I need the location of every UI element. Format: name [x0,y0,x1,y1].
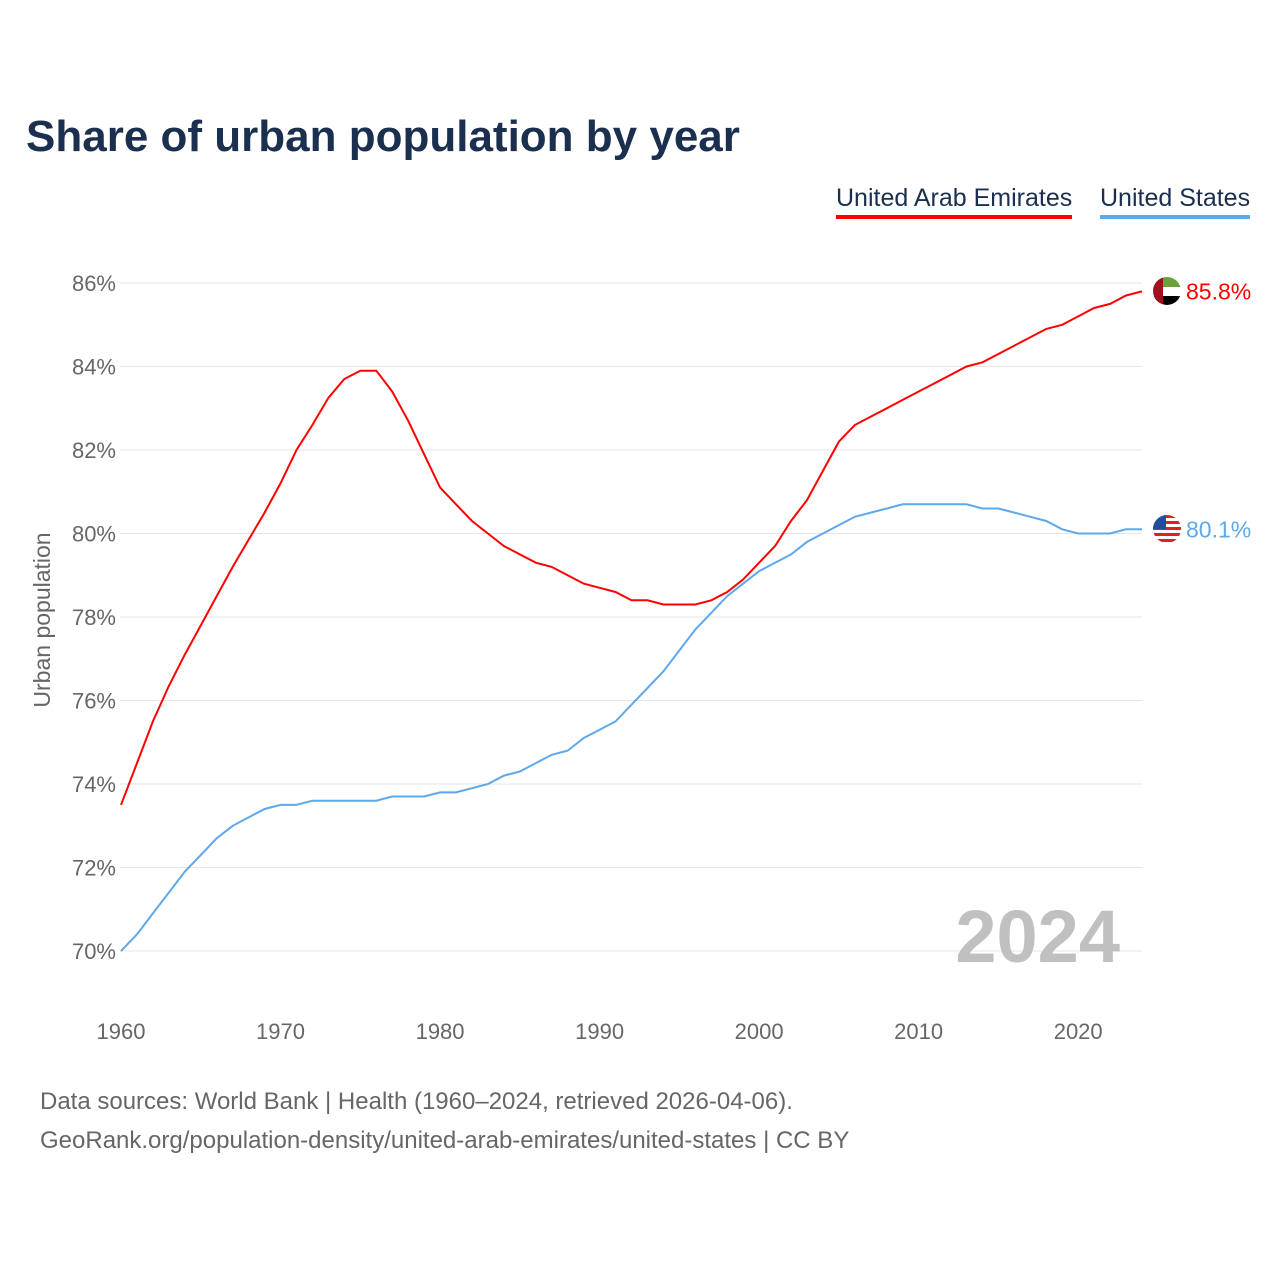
legend-item-us[interactable]: United States [1100,184,1251,219]
uae-flag-icon [1153,277,1181,305]
x-tick-label: 2020 [1054,1019,1103,1044]
x-tick-label: 1980 [416,1019,465,1044]
x-tick-label: 2000 [735,1019,784,1044]
y-axis-label: Urban population [29,532,55,707]
footer-sources: Data sources: World Bank | Health (1960–… [40,1088,793,1115]
end-value-label: 80.1% [1186,516,1251,542]
legend-item-uae[interactable]: United Arab Emirates [836,184,1073,219]
chart-title: Share of urban population by year [26,112,740,161]
y-tick-label: 80% [72,522,116,547]
y-tick-label: 74% [72,772,116,797]
plot-area: 70% 72% 74% 76% 78% 80% 82% 84% 86% 1960 1970 1980 1… [29,271,1251,1044]
end-value-label: 85.8% [1186,278,1251,304]
y-tick-label: 72% [72,856,116,881]
x-tick-label: 1960 [97,1019,146,1044]
y-tick-label: 86% [72,271,116,296]
series-line-us [120,503,1142,952]
x-tick-label: 2010 [894,1019,943,1044]
y-tick-label: 84% [72,355,116,380]
us-flag-icon [1153,515,1181,543]
series-line-uae [120,290,1143,806]
year-watermark: 2024 [955,895,1120,978]
y-tick-label: 76% [72,689,116,714]
y-tick-label: 70% [72,939,116,964]
y-tick-label: 82% [72,438,116,463]
y-tick-label: 78% [72,605,116,630]
x-tick-label: 1990 [575,1019,624,1044]
footer-link[interactable]: GeoRank.org/population-density/united-ar… [40,1127,850,1154]
x-tick-label: 1970 [256,1019,305,1044]
